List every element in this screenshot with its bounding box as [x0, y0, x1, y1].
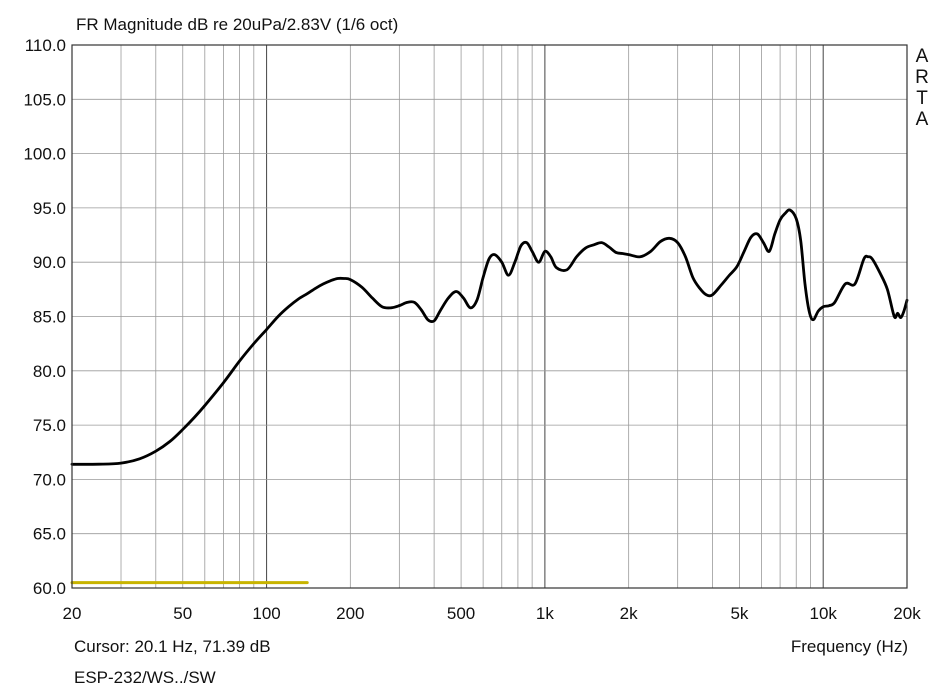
y-tick-label: 65.0: [33, 525, 66, 544]
source-label: ESP-232/WS../SW: [74, 668, 216, 687]
x-tick-label: 2k: [620, 604, 638, 623]
y-tick-label: 60.0: [33, 579, 66, 598]
x-tick-label: 20k: [893, 604, 921, 623]
cursor-readout: Cursor: 20.1 Hz, 71.39 dB: [74, 637, 271, 656]
x-tick-label: 50: [173, 604, 192, 623]
y-tick-label: 90.0: [33, 253, 66, 272]
y-tick-label: 105.0: [23, 90, 66, 109]
series-group: [70, 208, 909, 585]
brand-letter: R: [915, 67, 929, 88]
plot-frame: [71, 44, 908, 589]
x-tick-label: 20: [63, 604, 82, 623]
y-tick-label: 75.0: [33, 416, 66, 435]
x-tick-label: 5k: [730, 604, 748, 623]
x-tick-label: 1k: [536, 604, 554, 623]
brand-vertical-label: A R T A: [912, 46, 932, 130]
y-tick-label: 70.0: [33, 470, 66, 489]
y-tick-label: 110.0: [25, 36, 66, 55]
y-tick-label: 95.0: [33, 199, 66, 218]
brand-letter: A: [915, 109, 929, 130]
x-tick-label: 200: [336, 604, 364, 623]
y-tick-labels: 60.0 65.0 70.0 75.0 80.0 85.0 90.0 95.0 100.0 105…: [23, 36, 66, 598]
y-tick-label: 100.0: [23, 145, 66, 164]
brand-letter: T: [916, 88, 928, 109]
chart-title: FR Magnitude dB re 20uPa/2.83V (1/6 oct): [76, 15, 399, 34]
x-tick-label: 10k: [809, 604, 837, 623]
brand-letter: A: [915, 46, 929, 67]
x-axis-label: Frequency (Hz): [790, 637, 908, 656]
x-tick-labels: 20 50 100 200 500 1k 2k 5k 10k 20k: [63, 604, 922, 623]
x-tick-label: 100: [252, 604, 280, 623]
y-tick-label: 85.0: [33, 308, 66, 327]
y-tick-label: 80.0: [33, 362, 66, 381]
x-tick-label: 500: [447, 604, 475, 623]
grid: [72, 45, 907, 588]
series-line-magnitude: [70, 208, 909, 466]
